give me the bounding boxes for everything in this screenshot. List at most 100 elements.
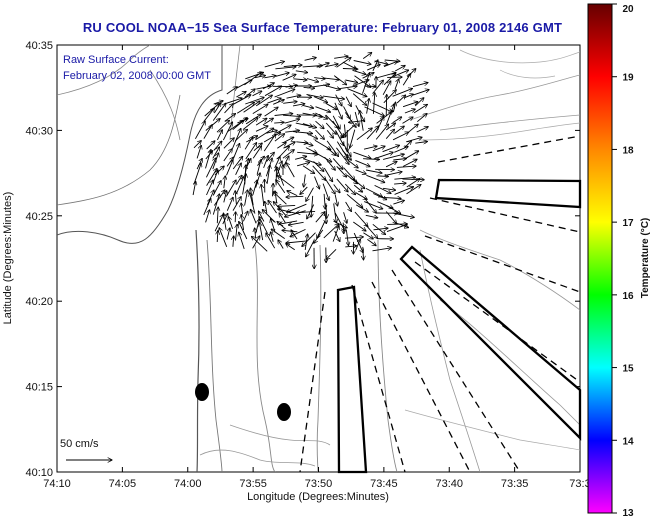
current-vector (233, 143, 240, 159)
current-vector (363, 232, 373, 239)
current-vector (282, 74, 296, 81)
current-vector (353, 60, 371, 65)
current-vector (363, 246, 364, 260)
current-vector (205, 150, 212, 169)
current-vector (404, 151, 418, 160)
current-vector (255, 126, 268, 132)
current-vector (394, 183, 406, 184)
current-vector (350, 129, 356, 148)
current-vector (353, 221, 366, 231)
current-vector (394, 126, 404, 134)
current-vector (274, 122, 284, 123)
current-vector (294, 156, 307, 160)
current-vector (277, 221, 286, 230)
current-vector (355, 169, 367, 174)
current-vector (279, 213, 286, 223)
current-vector (223, 138, 234, 149)
current-vector (355, 239, 361, 251)
x-tick-label: 73:55 (239, 478, 267, 490)
y-tick-label: 40:30 (25, 125, 53, 137)
current-vector (393, 200, 404, 205)
current-vector (212, 103, 226, 121)
buoy-marker (277, 403, 291, 421)
current-vector (343, 167, 355, 181)
restricted-areas (336, 178, 582, 474)
current-vector (311, 195, 313, 217)
coastline (57, 45, 223, 244)
current-vector (344, 124, 345, 137)
current-vector (234, 129, 247, 142)
scale-label: 50 cm/s (60, 438, 99, 450)
current-vector (372, 80, 384, 94)
current-vector (392, 117, 402, 124)
current-vector (241, 203, 243, 215)
current-vector (242, 211, 248, 222)
current-vector (332, 226, 339, 242)
current-vector (296, 162, 310, 167)
current-vector (317, 220, 326, 238)
y-tick-label: 40:15 (25, 382, 53, 394)
current-vector (343, 222, 344, 234)
current-vector (224, 104, 234, 114)
current-vector (226, 197, 233, 211)
current-vector (315, 106, 331, 113)
current-vector (302, 165, 315, 174)
current-vector (324, 193, 325, 209)
current-vector (326, 248, 337, 259)
current-vector (336, 178, 348, 192)
current-vector (345, 96, 351, 107)
current-vector (382, 188, 396, 190)
current-vector (303, 141, 313, 145)
current-vector (364, 201, 383, 209)
current-vector (355, 192, 367, 200)
radial-survey-lines (299, 135, 581, 473)
current-vector (345, 246, 356, 247)
current-vector (323, 167, 332, 182)
current-vector (192, 181, 196, 196)
current-vector (252, 146, 261, 159)
current-vector (346, 229, 348, 246)
current-vector (372, 146, 385, 152)
current-vector (239, 222, 248, 240)
current-vector (372, 248, 392, 252)
current-vector (226, 87, 237, 95)
current-vector (345, 157, 358, 168)
x-tick-label: 73:40 (435, 478, 463, 490)
current-vector (242, 174, 247, 195)
current-vector (325, 122, 336, 134)
current-vector (293, 79, 307, 80)
current-vector (306, 239, 315, 257)
current-vector (224, 176, 226, 189)
current-vector (365, 187, 383, 197)
buoy-marker (195, 383, 209, 401)
current-vector (283, 102, 297, 104)
current-vector (232, 197, 241, 211)
current-vector (304, 174, 306, 188)
current-vector (312, 150, 332, 162)
current-vector (283, 65, 302, 67)
current-vector (377, 201, 393, 209)
current-vector (366, 126, 379, 140)
current-vector (212, 194, 219, 215)
colorbar-tick-label: 18 (622, 145, 634, 156)
current-vector (304, 234, 307, 250)
current-vector (268, 200, 277, 214)
colorbar-tick-label: 15 (622, 364, 634, 375)
current-vector (252, 236, 268, 252)
current-vector (264, 61, 285, 68)
current-vector (375, 124, 388, 140)
current-vector (392, 88, 413, 97)
current-vector (416, 127, 429, 133)
current-vector (363, 159, 379, 160)
current-vector (203, 108, 215, 122)
current-vector (275, 73, 289, 77)
current-vector (333, 184, 340, 193)
current-vector (315, 212, 325, 223)
current-vector (233, 95, 251, 105)
current-vector (322, 183, 329, 201)
current-vector (302, 66, 323, 67)
current-vector (222, 122, 232, 141)
current-vector (259, 217, 268, 234)
current-vector (367, 64, 380, 71)
current-vector (333, 75, 346, 85)
